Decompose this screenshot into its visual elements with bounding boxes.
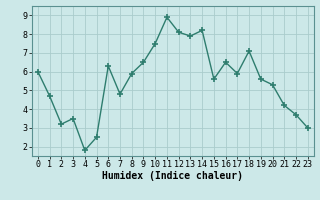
X-axis label: Humidex (Indice chaleur): Humidex (Indice chaleur) (102, 171, 243, 181)
